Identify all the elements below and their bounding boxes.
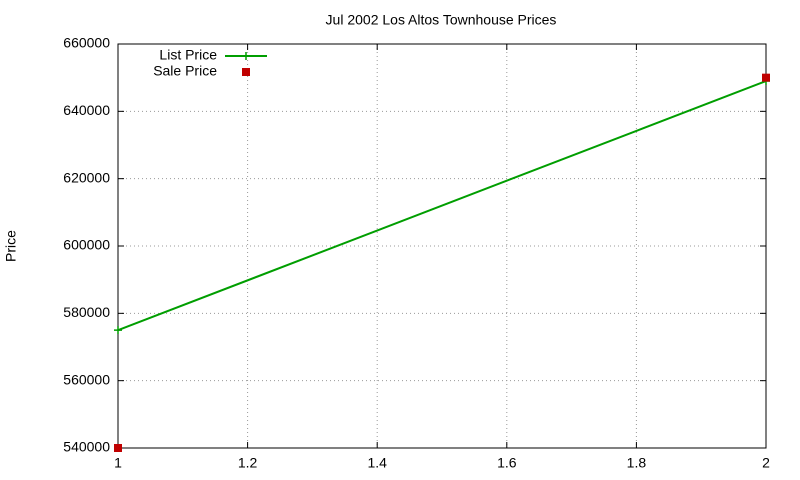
x-tick-label: 1.6	[497, 455, 517, 471]
legend-marker	[242, 52, 250, 60]
line	[117, 80, 767, 332]
y-tick-label: 600000	[63, 237, 110, 253]
y-tick-label: 620000	[63, 169, 110, 185]
legend-label: List Price	[159, 47, 217, 63]
x-tick-label: 2	[762, 455, 770, 471]
chart-title: Jul 2002 Los Altos Townhouse Prices	[326, 12, 557, 28]
point	[762, 73, 770, 82]
y-tick-label: 580000	[63, 304, 110, 320]
y-tick-label: 660000	[63, 35, 110, 51]
legend-marker	[242, 68, 250, 76]
y-tick-label: 640000	[63, 102, 110, 118]
x-tick-label: 1	[114, 455, 122, 471]
x-tick-label: 1.8	[627, 455, 647, 471]
plot-frame	[117, 43, 767, 449]
y-axis-label: Price	[3, 230, 19, 262]
y-tick-label: 540000	[63, 439, 110, 455]
point	[114, 444, 122, 452]
x-tick-label: 1.4	[367, 455, 387, 471]
x-tick-label: 1.2	[238, 455, 258, 471]
y-tick-label: 560000	[63, 371, 110, 387]
legend-label: Sale Price	[153, 63, 217, 79]
point	[114, 326, 122, 335]
